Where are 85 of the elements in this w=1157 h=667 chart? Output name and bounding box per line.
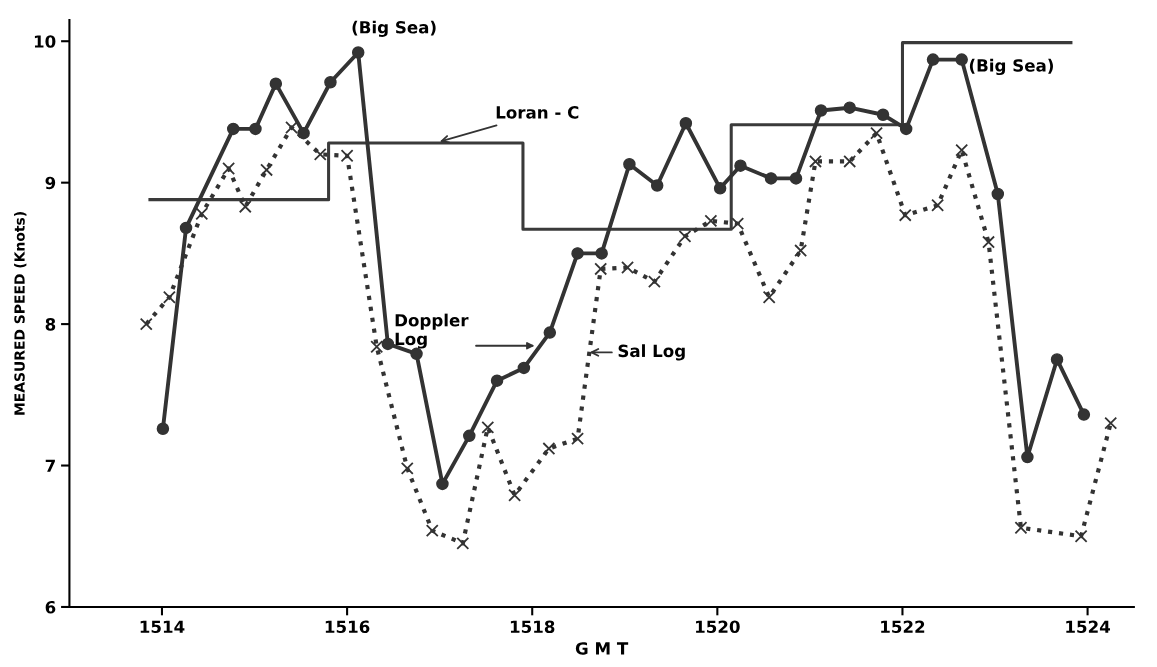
point bbox=[1104, 416, 1118, 430]
point bbox=[481, 420, 495, 434]
point bbox=[955, 143, 969, 157]
point bbox=[843, 101, 856, 114]
x-tick-label: 1516 bbox=[325, 620, 370, 634]
point bbox=[876, 108, 890, 122]
point bbox=[260, 163, 274, 177]
point bbox=[313, 147, 327, 161]
point bbox=[222, 162, 236, 175]
point bbox=[340, 149, 354, 163]
point bbox=[595, 247, 608, 260]
point bbox=[621, 261, 635, 274]
point bbox=[139, 317, 153, 331]
point bbox=[179, 221, 193, 235]
point bbox=[713, 182, 727, 195]
point bbox=[623, 158, 636, 171]
point bbox=[571, 247, 584, 260]
y-tick-label: 6 bbox=[45, 600, 56, 614]
point bbox=[425, 524, 439, 538]
y-tick-label: 7 bbox=[45, 459, 55, 472]
point bbox=[764, 172, 778, 185]
point bbox=[762, 290, 776, 304]
point bbox=[436, 477, 449, 491]
annotation: (Big Sea) bbox=[352, 20, 436, 37]
y-tick-label: 9 bbox=[45, 176, 56, 190]
x-axis-title: G M T bbox=[575, 642, 629, 655]
point bbox=[195, 207, 209, 221]
point bbox=[679, 117, 693, 130]
y-tick-label: 8 bbox=[45, 318, 56, 331]
point bbox=[594, 262, 608, 276]
point bbox=[490, 374, 504, 387]
point bbox=[156, 422, 170, 436]
point bbox=[370, 340, 384, 354]
point bbox=[931, 198, 945, 212]
x-tick-label: 1520 bbox=[696, 620, 740, 634]
point bbox=[647, 275, 661, 289]
point bbox=[249, 122, 262, 136]
point bbox=[227, 122, 240, 136]
point bbox=[955, 53, 968, 66]
point bbox=[898, 208, 912, 222]
point bbox=[789, 172, 803, 185]
point bbox=[1077, 408, 1091, 421]
point bbox=[870, 126, 884, 140]
point bbox=[542, 442, 556, 456]
point bbox=[678, 229, 692, 243]
point bbox=[508, 488, 522, 502]
point bbox=[517, 361, 531, 375]
annotation: Loran - C bbox=[496, 106, 579, 119]
annotation: Sal Log bbox=[618, 344, 685, 361]
point bbox=[285, 121, 299, 134]
point bbox=[1021, 450, 1034, 464]
annotation: (Big Sea) bbox=[969, 58, 1053, 76]
point bbox=[351, 46, 365, 59]
point bbox=[808, 154, 822, 168]
x-tick-label: 1524 bbox=[1066, 620, 1111, 634]
point bbox=[543, 326, 557, 339]
y-tick-label: 10 bbox=[34, 35, 56, 48]
point bbox=[899, 122, 913, 136]
point bbox=[1074, 529, 1088, 543]
annotation: Doppler Log bbox=[395, 313, 469, 349]
point bbox=[1014, 521, 1028, 535]
point bbox=[814, 104, 828, 117]
point bbox=[1050, 353, 1064, 366]
point bbox=[269, 77, 283, 90]
point bbox=[238, 200, 252, 214]
x-tick-label: 1514 bbox=[140, 620, 185, 634]
point bbox=[324, 75, 337, 89]
point bbox=[731, 217, 745, 231]
point bbox=[982, 235, 996, 249]
x-tick-label: 1518 bbox=[510, 620, 555, 634]
point bbox=[794, 244, 808, 258]
point bbox=[704, 214, 718, 228]
point bbox=[456, 536, 470, 550]
point bbox=[400, 461, 414, 475]
point bbox=[734, 159, 747, 172]
point bbox=[162, 290, 176, 304]
y-axis-title: MEASURED SPEED (Knots) bbox=[14, 212, 27, 415]
x-tick-label: 1522 bbox=[881, 620, 925, 634]
point bbox=[463, 429, 476, 443]
point bbox=[926, 53, 940, 66]
point bbox=[381, 337, 395, 351]
point bbox=[991, 187, 1005, 201]
point bbox=[650, 179, 664, 192]
point bbox=[571, 432, 585, 446]
point bbox=[843, 154, 857, 168]
